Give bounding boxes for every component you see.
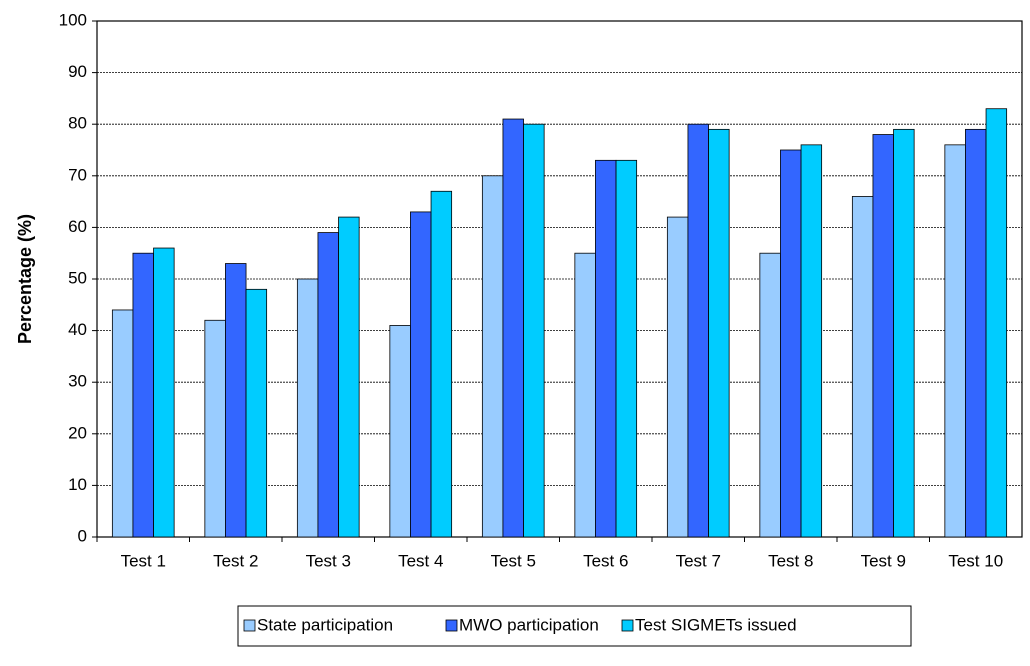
y-tick-label: 0 bbox=[78, 526, 87, 545]
bar bbox=[481, 175, 504, 538]
x-tick-label: Test 9 bbox=[861, 551, 906, 570]
bar bbox=[965, 128, 987, 538]
y-tick-label: 80 bbox=[68, 114, 87, 133]
bar bbox=[985, 108, 1008, 538]
bar bbox=[944, 144, 966, 538]
bar bbox=[574, 252, 596, 538]
bar bbox=[204, 319, 226, 538]
bar bbox=[153, 247, 175, 538]
x-tick-label: Test 8 bbox=[768, 551, 813, 570]
x-tick-label: Test 1 bbox=[121, 551, 166, 570]
bar bbox=[800, 144, 823, 538]
x-tick-label: Test 6 bbox=[583, 551, 628, 570]
y-tick-label: 20 bbox=[68, 423, 87, 442]
bar bbox=[687, 123, 709, 538]
bar bbox=[132, 252, 154, 538]
bar bbox=[780, 149, 802, 538]
y-tick-label: 70 bbox=[68, 165, 87, 184]
legend-label: State participation bbox=[257, 615, 393, 634]
legend-box bbox=[237, 605, 912, 647]
y-tick-label: 100 bbox=[59, 10, 87, 29]
legend-swatch bbox=[621, 619, 634, 632]
legend-label: MWO participation bbox=[459, 615, 599, 634]
bar bbox=[111, 309, 134, 538]
y-axis-label: Percentage (%) bbox=[15, 214, 35, 344]
y-tick-label: 60 bbox=[68, 217, 87, 236]
x-tick-label: Test 10 bbox=[948, 551, 1003, 570]
legend-label: Test SIGMETs issued bbox=[635, 615, 797, 634]
x-tick-label: Test 3 bbox=[306, 551, 351, 570]
bar bbox=[296, 278, 319, 538]
bar bbox=[502, 118, 524, 538]
bar bbox=[430, 190, 453, 538]
y-tick-label: 40 bbox=[68, 320, 87, 339]
bar bbox=[317, 232, 339, 538]
y-tick-label: 50 bbox=[68, 268, 87, 287]
x-tick-label: Test 7 bbox=[676, 551, 721, 570]
bar bbox=[759, 252, 781, 538]
legend-swatch bbox=[445, 619, 458, 632]
bar bbox=[225, 263, 247, 538]
bar bbox=[708, 128, 730, 538]
x-tick-label: Test 2 bbox=[213, 551, 258, 570]
bar bbox=[523, 123, 545, 538]
y-tick-label: 10 bbox=[68, 475, 87, 494]
y-tick-label: 90 bbox=[68, 62, 87, 81]
bar bbox=[410, 211, 432, 538]
bar bbox=[666, 216, 689, 538]
bar bbox=[245, 288, 268, 538]
bar bbox=[851, 196, 874, 538]
bar bbox=[872, 134, 894, 538]
bar bbox=[389, 325, 411, 538]
bar bbox=[595, 159, 617, 538]
y-tick-label: 30 bbox=[68, 372, 87, 391]
legend-swatch bbox=[243, 619, 256, 632]
bar bbox=[893, 128, 915, 538]
x-tick-label: Test 4 bbox=[398, 551, 443, 570]
x-tick-label: Test 5 bbox=[491, 551, 536, 570]
bar bbox=[338, 216, 360, 538]
bar bbox=[615, 159, 638, 538]
